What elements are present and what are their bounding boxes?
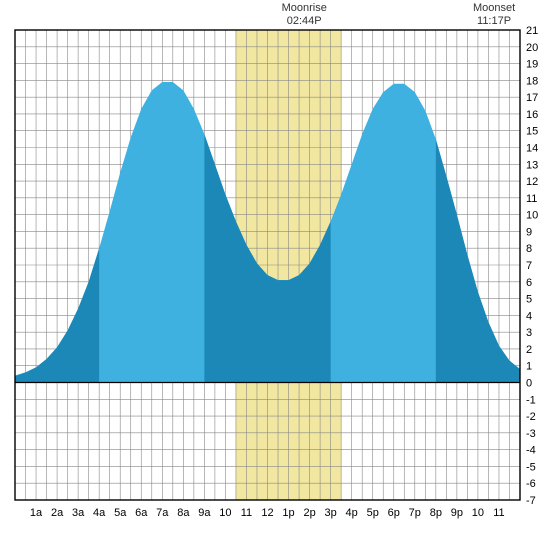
x-tick-label: 7a	[156, 507, 169, 519]
y-tick-label: 12	[526, 176, 538, 188]
y-tick-label: 10	[526, 210, 538, 222]
y-tick-label: 20	[526, 42, 538, 54]
x-tick-label: 8a	[177, 507, 190, 519]
y-tick-label: -1	[526, 394, 536, 406]
tide-chart: Moonrise 02:44P Moonset 11:17P 1a2a3a4a5…	[0, 0, 550, 550]
y-tick-label: 11	[526, 193, 537, 205]
x-tick-label: 11	[241, 507, 252, 519]
y-tick-label: -3	[526, 428, 536, 440]
moonrise-title: Moonrise	[282, 2, 327, 15]
x-tick-label: 2a	[51, 507, 64, 519]
x-tick-label: 5a	[114, 507, 127, 519]
y-tick-label: -2	[526, 411, 536, 423]
y-tick-label: 8	[526, 243, 532, 255]
y-tick-label: 15	[526, 126, 538, 138]
chart-svg: 1a2a3a4a5a6a7a8a9a1011121p2p3p4p5p6p7p8p…	[0, 0, 550, 550]
x-tick-label: 3a	[72, 507, 85, 519]
x-tick-label: 3p	[325, 507, 337, 519]
x-tick-label: 5p	[367, 507, 379, 519]
x-tick-label: 1p	[282, 507, 294, 519]
x-tick-label: 4a	[93, 507, 106, 519]
y-tick-label: 6	[526, 277, 532, 289]
x-tick-label: 1a	[30, 507, 43, 519]
x-tick-label: 9a	[198, 507, 211, 519]
y-tick-label: 21	[526, 25, 538, 37]
x-tick-label: 6a	[135, 507, 148, 519]
moonset-title: Moonset	[473, 2, 515, 15]
y-tick-label: 4	[526, 310, 532, 322]
y-tick-label: 16	[526, 109, 538, 121]
y-tick-label: 9	[526, 226, 532, 238]
y-tick-label: 17	[526, 92, 538, 104]
x-tick-label: 2p	[303, 507, 315, 519]
y-tick-label: 1	[526, 361, 532, 373]
y-tick-label: 19	[526, 59, 538, 71]
moonrise-label: Moonrise 02:44P	[282, 2, 327, 28]
y-tick-label: -4	[526, 445, 536, 457]
x-tick-label: 10	[472, 507, 484, 519]
y-tick-label: 13	[526, 159, 538, 171]
x-tick-label: 6p	[388, 507, 400, 519]
y-tick-label: 7	[526, 260, 532, 272]
x-tick-label: 9p	[451, 507, 463, 519]
moonset-label: Moonset 11:17P	[473, 2, 515, 28]
x-tick-label: 8p	[430, 507, 442, 519]
x-tick-label: 10	[219, 507, 231, 519]
y-tick-label: 14	[526, 143, 538, 155]
y-tick-label: -7	[526, 495, 536, 507]
y-tick-label: 5	[526, 294, 532, 306]
x-tick-label: 12	[261, 507, 273, 519]
y-tick-label: 2	[526, 344, 532, 356]
y-tick-label: 18	[526, 75, 538, 87]
y-tick-label: -5	[526, 461, 536, 473]
x-tick-label: 4p	[346, 507, 358, 519]
moonrise-time: 02:44P	[282, 15, 327, 28]
x-tick-label: 11	[493, 507, 504, 519]
y-tick-label: 0	[526, 378, 532, 390]
x-tick-label: 7p	[409, 507, 421, 519]
y-tick-label: 3	[526, 327, 532, 339]
y-tick-label: -6	[526, 478, 536, 490]
moonset-time: 11:17P	[473, 15, 515, 28]
